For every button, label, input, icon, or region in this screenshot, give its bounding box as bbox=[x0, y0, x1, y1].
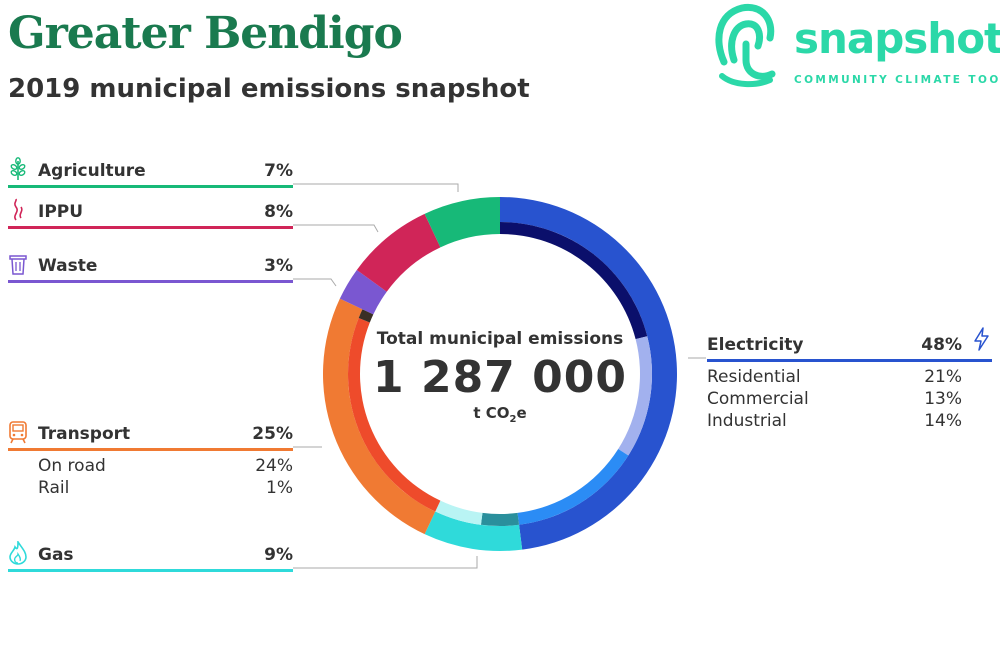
legend-industrial-label: Industrial bbox=[707, 411, 787, 431]
legend-transport-rail: Rail 1% bbox=[38, 478, 293, 498]
legend-rail-pct: 1% bbox=[266, 478, 293, 498]
donut-slice-waste bbox=[339, 269, 387, 315]
legend-transport-label: Transport bbox=[38, 424, 131, 444]
donut-slice-electricity bbox=[500, 197, 678, 550]
donut-subslice-transport-on-road bbox=[348, 318, 441, 512]
lightning-icon bbox=[974, 327, 989, 351]
legend-on-road-pct: 24% bbox=[255, 456, 293, 476]
legend-gas-pct: 9% bbox=[264, 545, 293, 565]
donut-slice-gas bbox=[424, 511, 523, 551]
legend-waste-bar bbox=[8, 280, 293, 283]
legend-transport: Transport 25% bbox=[8, 421, 293, 451]
legend-agriculture: Agriculture 7% bbox=[8, 157, 293, 188]
legend-commercial-label: Commercial bbox=[707, 389, 809, 409]
legend-transport-bar bbox=[8, 448, 293, 451]
legend-electricity-bar bbox=[707, 359, 992, 362]
donut-slice-transport bbox=[322, 298, 436, 535]
legend-electricity-residential: Residential 21% bbox=[707, 367, 962, 387]
legend-electricity-commercial: Commercial 13% bbox=[707, 389, 962, 409]
legend-electricity-label: Electricity bbox=[707, 335, 804, 355]
legend-residential-label: Residential bbox=[707, 367, 801, 387]
snapshot-tagline: COMMUNITY CLIMATE TOOL bbox=[794, 74, 1000, 86]
legend-on-road-label: On road bbox=[38, 456, 106, 476]
legend-rail-label: Rail bbox=[38, 478, 70, 498]
legend-waste-pct: 3% bbox=[264, 256, 293, 276]
legend-ippu-label: IPPU bbox=[38, 202, 84, 222]
legend-commercial-pct: 13% bbox=[924, 389, 962, 409]
legend-electricity-pct: 48% bbox=[921, 335, 962, 355]
donut-subslice-electricity-commercial bbox=[618, 336, 652, 456]
smoke-icon bbox=[14, 198, 23, 221]
wheat-icon bbox=[10, 157, 26, 180]
donut-subslice-gas-1 bbox=[480, 512, 520, 526]
snapshot-logo: snapshot COMMUNITY CLIMATE TOOL bbox=[712, 0, 1000, 90]
legend-industrial-pct: 14% bbox=[924, 411, 962, 431]
total-emissions-label: Total municipal emissions bbox=[376, 329, 624, 349]
flame-icon bbox=[9, 541, 27, 565]
page-title: Greater Bendigo bbox=[8, 8, 403, 59]
snapshot-logo-icon bbox=[715, 3, 776, 88]
total-emissions-unit: t CO2e bbox=[360, 404, 640, 425]
legend-ippu-pct: 8% bbox=[264, 202, 293, 222]
legend-transport-pct: 25% bbox=[252, 424, 293, 444]
total-emissions-value: 1 287 000 bbox=[373, 352, 627, 403]
donut-subslice-electricity-industrial bbox=[517, 449, 629, 525]
legend-gas-label: Gas bbox=[38, 545, 74, 565]
snapshot-wordmark: snapshot bbox=[794, 14, 1000, 63]
donut-subslice-electricity-residential bbox=[500, 222, 648, 340]
legend-ippu-bar bbox=[8, 226, 293, 229]
page-subtitle: 2019 municipal emissions snapshot bbox=[8, 74, 530, 104]
legend-ippu: IPPU 8% bbox=[8, 198, 293, 229]
unit-tail: e bbox=[516, 404, 527, 422]
legend-agriculture-pct: 7% bbox=[264, 161, 293, 181]
legend-agriculture-bar bbox=[8, 185, 293, 188]
unit-base: t CO bbox=[473, 404, 510, 422]
legend-transport-on-road: On road 24% bbox=[38, 456, 293, 476]
donut-slice-agriculture bbox=[424, 197, 500, 248]
trash-bin-icon bbox=[9, 255, 27, 275]
legend-gas: Gas 9% bbox=[8, 541, 293, 572]
legend-waste-label: Waste bbox=[38, 256, 98, 276]
legend-electricity-industrial: Industrial 14% bbox=[707, 411, 962, 431]
legend-agriculture-label: Agriculture bbox=[38, 161, 146, 181]
unit-subscript: 2 bbox=[509, 414, 517, 425]
legend-waste: Waste 3% bbox=[8, 255, 293, 283]
donut-subslice-transport-rail bbox=[358, 309, 374, 323]
legend-gas-bar bbox=[8, 569, 293, 572]
donut-slice-ippu bbox=[356, 213, 441, 292]
legend-electricity: Electricity 48% bbox=[707, 335, 992, 362]
donut-subslice-gas-2 bbox=[435, 500, 483, 525]
train-icon bbox=[9, 421, 27, 444]
legend-residential-pct: 21% bbox=[924, 367, 962, 387]
